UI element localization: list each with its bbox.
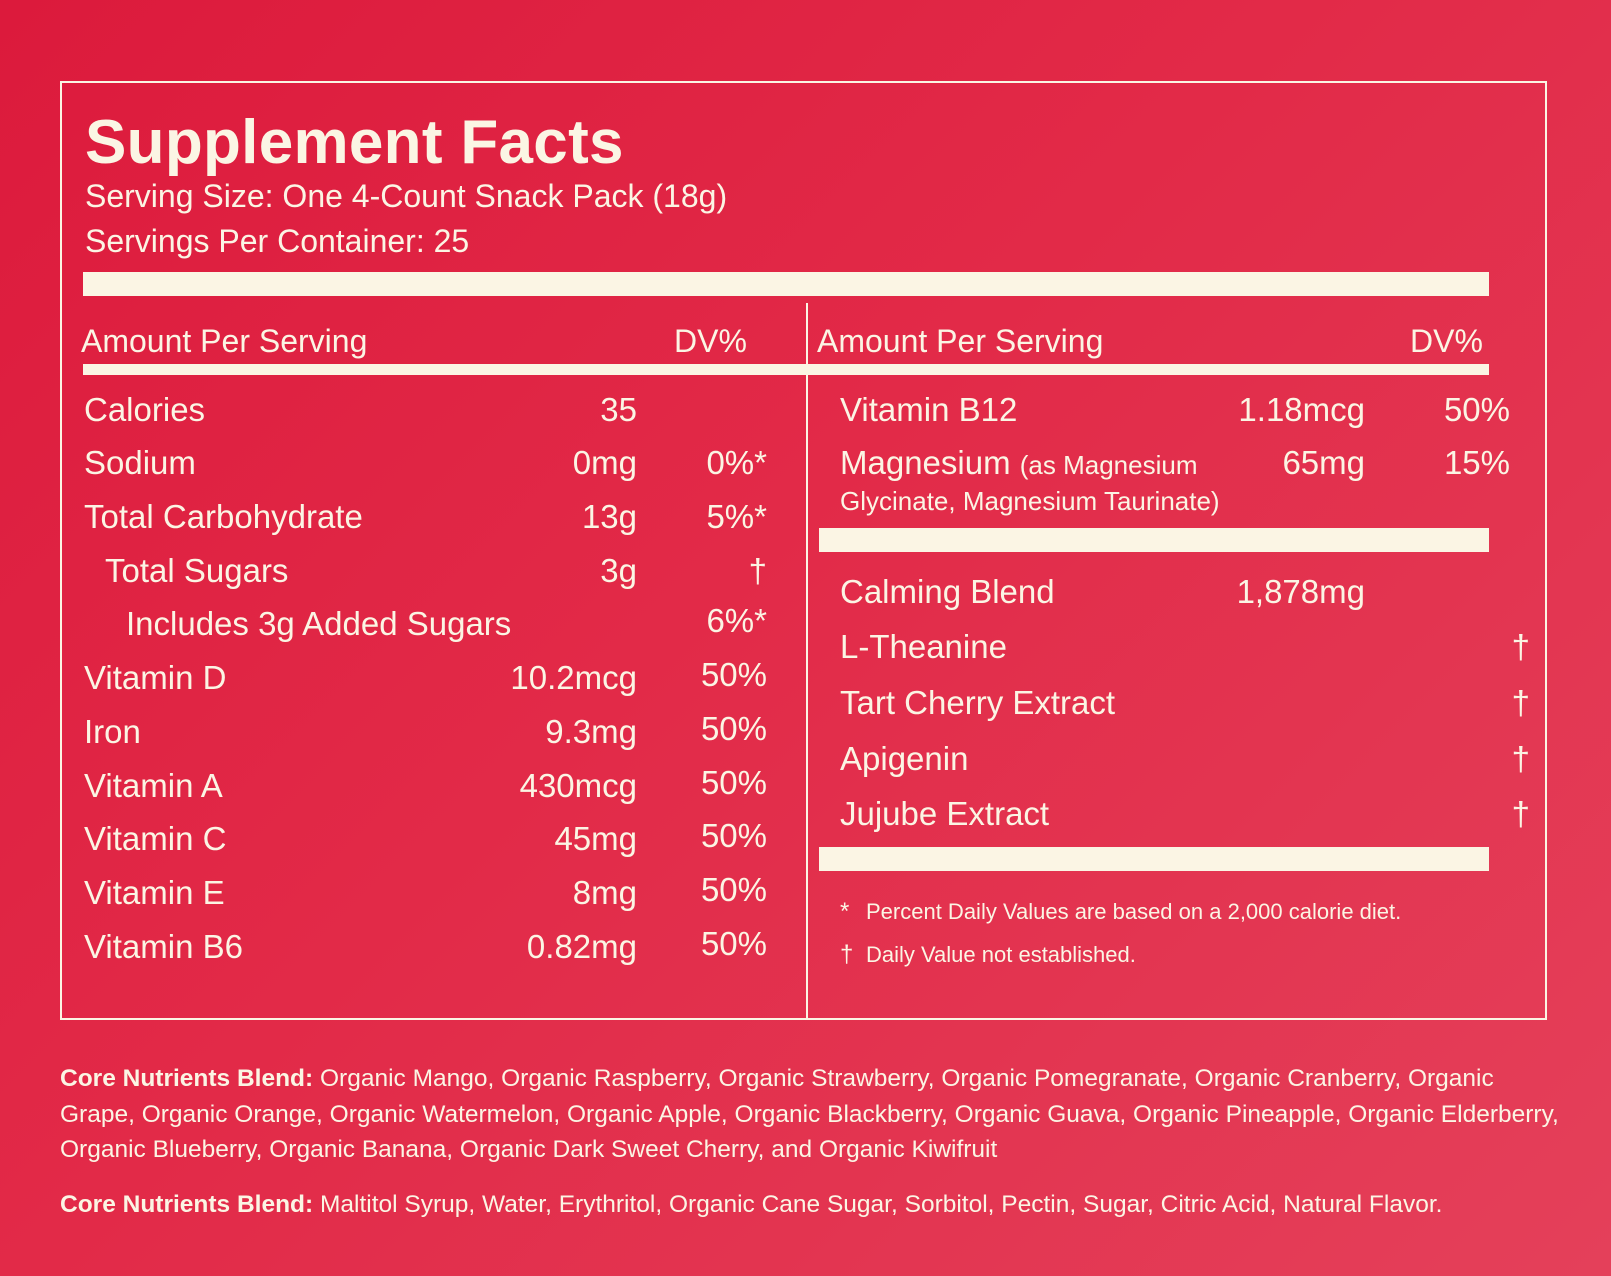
row-apigenin: Apigenin †	[840, 740, 1530, 790]
blend-item-name: Tart Cherry Extract	[840, 684, 1116, 721]
nutrient-name: Vitamin E	[84, 874, 225, 911]
nutrient-name: Includes 3g Added Sugars	[126, 605, 512, 642]
nutrient-amount: 8mg	[572, 874, 637, 911]
nutrient-name: Iron	[84, 713, 141, 750]
nutrient-amount: 0mg	[572, 444, 637, 481]
nutrient-dv: 50%	[700, 764, 767, 801]
serving-size: Serving Size: One 4-Count Snack Pack (18…	[85, 178, 728, 214]
magnesium-note-2: Glycinate, Magnesium Taurinate)	[840, 486, 1220, 516]
nutrient-name: Sodium	[84, 444, 196, 481]
row-vitamin-d: Vitamin D 10.2mcg 50%	[84, 656, 767, 709]
thick-divider-top	[83, 272, 1489, 296]
row-iron: Iron 9.3mg 50%	[84, 710, 767, 763]
nutrient-name: Vitamin A	[84, 767, 223, 804]
nutrient-dv: 0%*	[706, 444, 767, 481]
blend-item-name: L-Theanine	[840, 628, 1007, 665]
ingredients-other: Core Nutrients Blend: Maltitol Syrup, Wa…	[60, 1187, 1560, 1223]
row-vitamin-a: Vitamin A 430mcg 50%	[84, 764, 767, 817]
nutrient-name: Vitamin D	[84, 659, 227, 696]
ingredients-label: Core Nutrients Blend:	[60, 1065, 314, 1092]
footnote-divider	[819, 847, 1489, 871]
nutrient-amount: 0.82mg	[526, 928, 637, 965]
nutrient-amount: 13g	[581, 498, 637, 535]
blend-name: Calming Blend	[840, 573, 1055, 610]
blend-item-dv: †	[1511, 740, 1530, 777]
nutrient-amount: 9.3mg	[545, 713, 637, 750]
nutrient-dv: 6%*	[706, 602, 767, 639]
footnote-not-established: † Daily Value not established.	[840, 941, 1136, 969]
nutrient-dv: 5%*	[706, 498, 767, 535]
column-divider	[806, 303, 808, 1020]
header-divider	[83, 364, 1489, 375]
nutrient-amount: 1.18mcg	[1238, 391, 1365, 428]
nutrient-dv: 50%	[1443, 391, 1510, 428]
blend-amount: 1,878mg	[1236, 573, 1365, 610]
footnote-text: Daily Value not established.	[866, 942, 1136, 967]
right-dv-header: DV%	[1410, 323, 1483, 359]
blend-item-dv: †	[1511, 628, 1530, 665]
nutrient-name: Magnesium	[840, 444, 1011, 481]
magnesium-note: (as Magnesium	[1019, 450, 1198, 480]
row-added-sugars: Includes 3g Added Sugars 6%*	[84, 602, 767, 655]
row-total-sugars: Total Sugars 3g †	[84, 552, 767, 602]
nutrient-amount: 65mg	[1282, 444, 1365, 481]
footnote-mark: †	[840, 941, 854, 968]
row-calming-blend: Calming Blend 1,878mg	[840, 573, 1530, 623]
blend-item-name: Jujube Extract	[840, 795, 1050, 832]
row-sodium: Sodium 0mg 0%*	[84, 444, 767, 494]
right-amount-header: Amount Per Serving	[817, 323, 1104, 359]
left-amount-header: Amount Per Serving	[81, 323, 368, 359]
footnote-dv: * Percent Daily Values are based on a 2,0…	[840, 898, 1401, 926]
row-total-carbohydrate: Total Carbohydrate 13g 5%*	[84, 498, 767, 548]
nutrient-name: Calories	[84, 391, 206, 428]
blend-divider	[819, 528, 1489, 552]
servings-per-container: Servings Per Container: 25	[85, 223, 470, 259]
nutrient-amount: 10.2mcg	[510, 659, 637, 696]
row-calories: Calories 35	[84, 391, 767, 441]
nutrient-name: Vitamin C	[84, 820, 227, 857]
nutrient-amount: 45mg	[554, 820, 637, 857]
left-dv-header: DV%	[674, 323, 747, 359]
nutrient-dv: 50%	[700, 817, 767, 854]
blend-item-name: Apigenin	[840, 740, 969, 777]
ingredients-label: Core Nutrients Blend:	[60, 1191, 314, 1218]
row-vitamin-b6: Vitamin B6 0.82mg 50%	[84, 925, 767, 978]
panel-title: Supplement Facts	[85, 108, 624, 177]
ingredients-text: Organic Mango, Organic Raspberry, Organi…	[60, 1065, 1559, 1163]
nutrient-name: Total Sugars	[105, 552, 289, 589]
footnote-mark: *	[840, 898, 850, 925]
nutrient-dv: 50%	[700, 656, 767, 693]
supplement-facts-panel: Supplement Facts Serving Size: One 4-Cou…	[60, 81, 1547, 1020]
row-tart-cherry: Tart Cherry Extract †	[840, 684, 1530, 734]
nutrient-dv: 50%	[700, 871, 767, 908]
row-vitamin-c: Vitamin C 45mg 50%	[84, 817, 767, 870]
nutrient-amount: 3g	[600, 552, 637, 589]
row-magnesium: Magnesium (as Magnesium Glycinate, Magne…	[840, 444, 1530, 524]
footnote-text: Percent Daily Values are based on a 2,00…	[866, 899, 1402, 924]
nutrient-name: Vitamin B12	[840, 391, 1018, 428]
nutrient-amount: 430mcg	[519, 767, 637, 804]
nutrient-dv: †	[748, 552, 767, 589]
blend-item-dv: †	[1511, 795, 1530, 832]
nutrient-name: Total Carbohydrate	[84, 498, 363, 535]
nutrient-amount: 35	[600, 391, 637, 428]
nutrient-dv: 50%	[700, 710, 767, 747]
row-vitamin-b12: Vitamin B12 1.18mcg 50%	[840, 391, 1530, 441]
nutrient-dv: 50%	[700, 925, 767, 962]
row-l-theanine: L-Theanine †	[840, 628, 1530, 678]
ingredients-text: Maltitol Syrup, Water, Erythritol, Organ…	[313, 1191, 1443, 1218]
ingredients-core-nutrients: Core Nutrients Blend: Organic Mango, Org…	[60, 1061, 1560, 1168]
row-jujube: Jujube Extract †	[840, 795, 1530, 845]
blend-item-dv: †	[1511, 684, 1530, 721]
magnesium-label: Magnesium (as Magnesium	[840, 444, 1197, 482]
row-vitamin-e: Vitamin E 8mg 50%	[84, 871, 767, 924]
nutrient-dv: 15%	[1443, 444, 1510, 481]
nutrient-name: Vitamin B6	[84, 928, 243, 965]
